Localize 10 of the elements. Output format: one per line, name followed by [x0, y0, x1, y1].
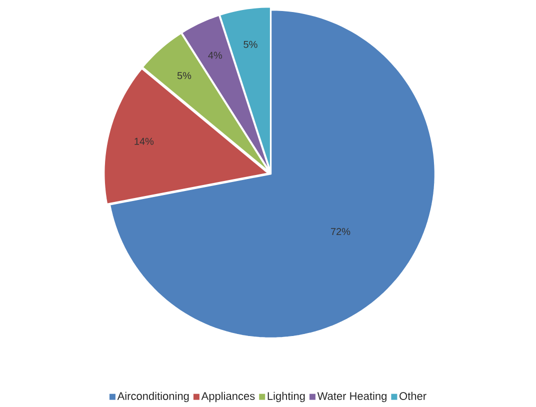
data-label: 5%: [244, 40, 258, 48]
data-label: 4%: [208, 52, 222, 59]
data-label: 72%: [331, 228, 350, 236]
legend-label: Water Heating: [317, 392, 386, 402]
legend-label: Other: [400, 392, 426, 400]
data-label: 14%: [134, 138, 154, 145]
legend-label: Appliances: [201, 392, 255, 402]
legend-label: Airconditioning: [117, 392, 189, 402]
legend-label: Lighting: [268, 392, 305, 402]
data-label: 5%: [177, 72, 192, 80]
